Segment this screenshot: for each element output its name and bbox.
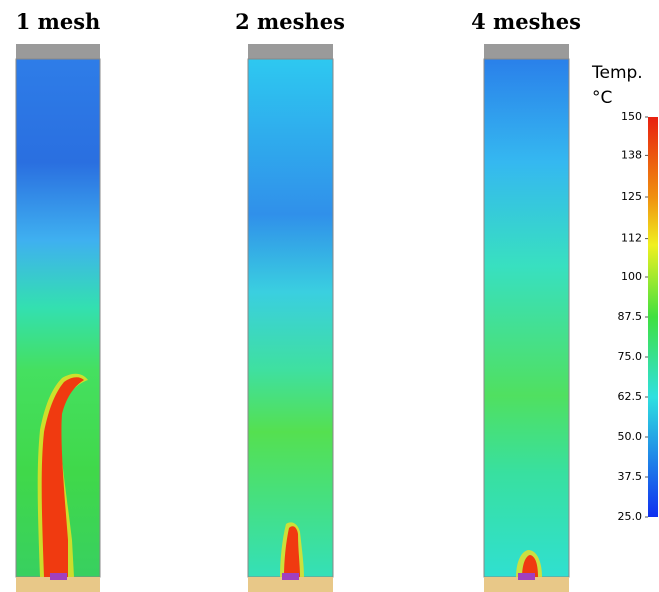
flame [522,555,538,577]
flame [284,526,300,577]
colorbar-title: Temp. [591,63,643,83]
colorbar-tick-label: 112 [621,232,642,245]
burner [518,573,535,580]
panel [247,44,334,592]
panel [15,44,101,592]
panel [483,44,570,592]
colorbar-tick-label: 50.0 [618,430,643,443]
colorbar-unit: °C [592,88,612,108]
burner [50,573,67,580]
flame [41,377,84,577]
colorbar-tick-label: 75.0 [618,350,643,363]
ceiling [484,44,569,59]
panel-title: 2 meshes [235,9,345,34]
colorbar-tick-label: 138 [621,148,642,161]
field [247,58,334,578]
field [483,58,570,578]
ceiling [248,44,333,59]
colorbar-tick-label: 87.5 [618,310,643,323]
panel-title: 4 meshes [471,9,581,34]
ceiling [16,44,100,59]
colorbar-tick-label: 125 [621,190,642,203]
colorbar-tick-label: 37.5 [618,470,643,483]
panel-title: 1 mesh [16,9,101,34]
colorbar-tick-label: 150 [621,110,642,123]
colorbar-ticks: 150 138 125 112 100 87.5 75.0 62.5 50.0 37.5 25.0 [618,110,648,523]
floor [248,577,333,592]
colorbar-tick-label: 25.0 [618,510,643,523]
floor [484,577,569,592]
colorbar [648,117,658,517]
colorbar-tick-label: 100 [621,270,642,283]
colorbar-tick-label: 62.5 [618,390,643,403]
floor [16,577,100,592]
burner [282,573,299,580]
